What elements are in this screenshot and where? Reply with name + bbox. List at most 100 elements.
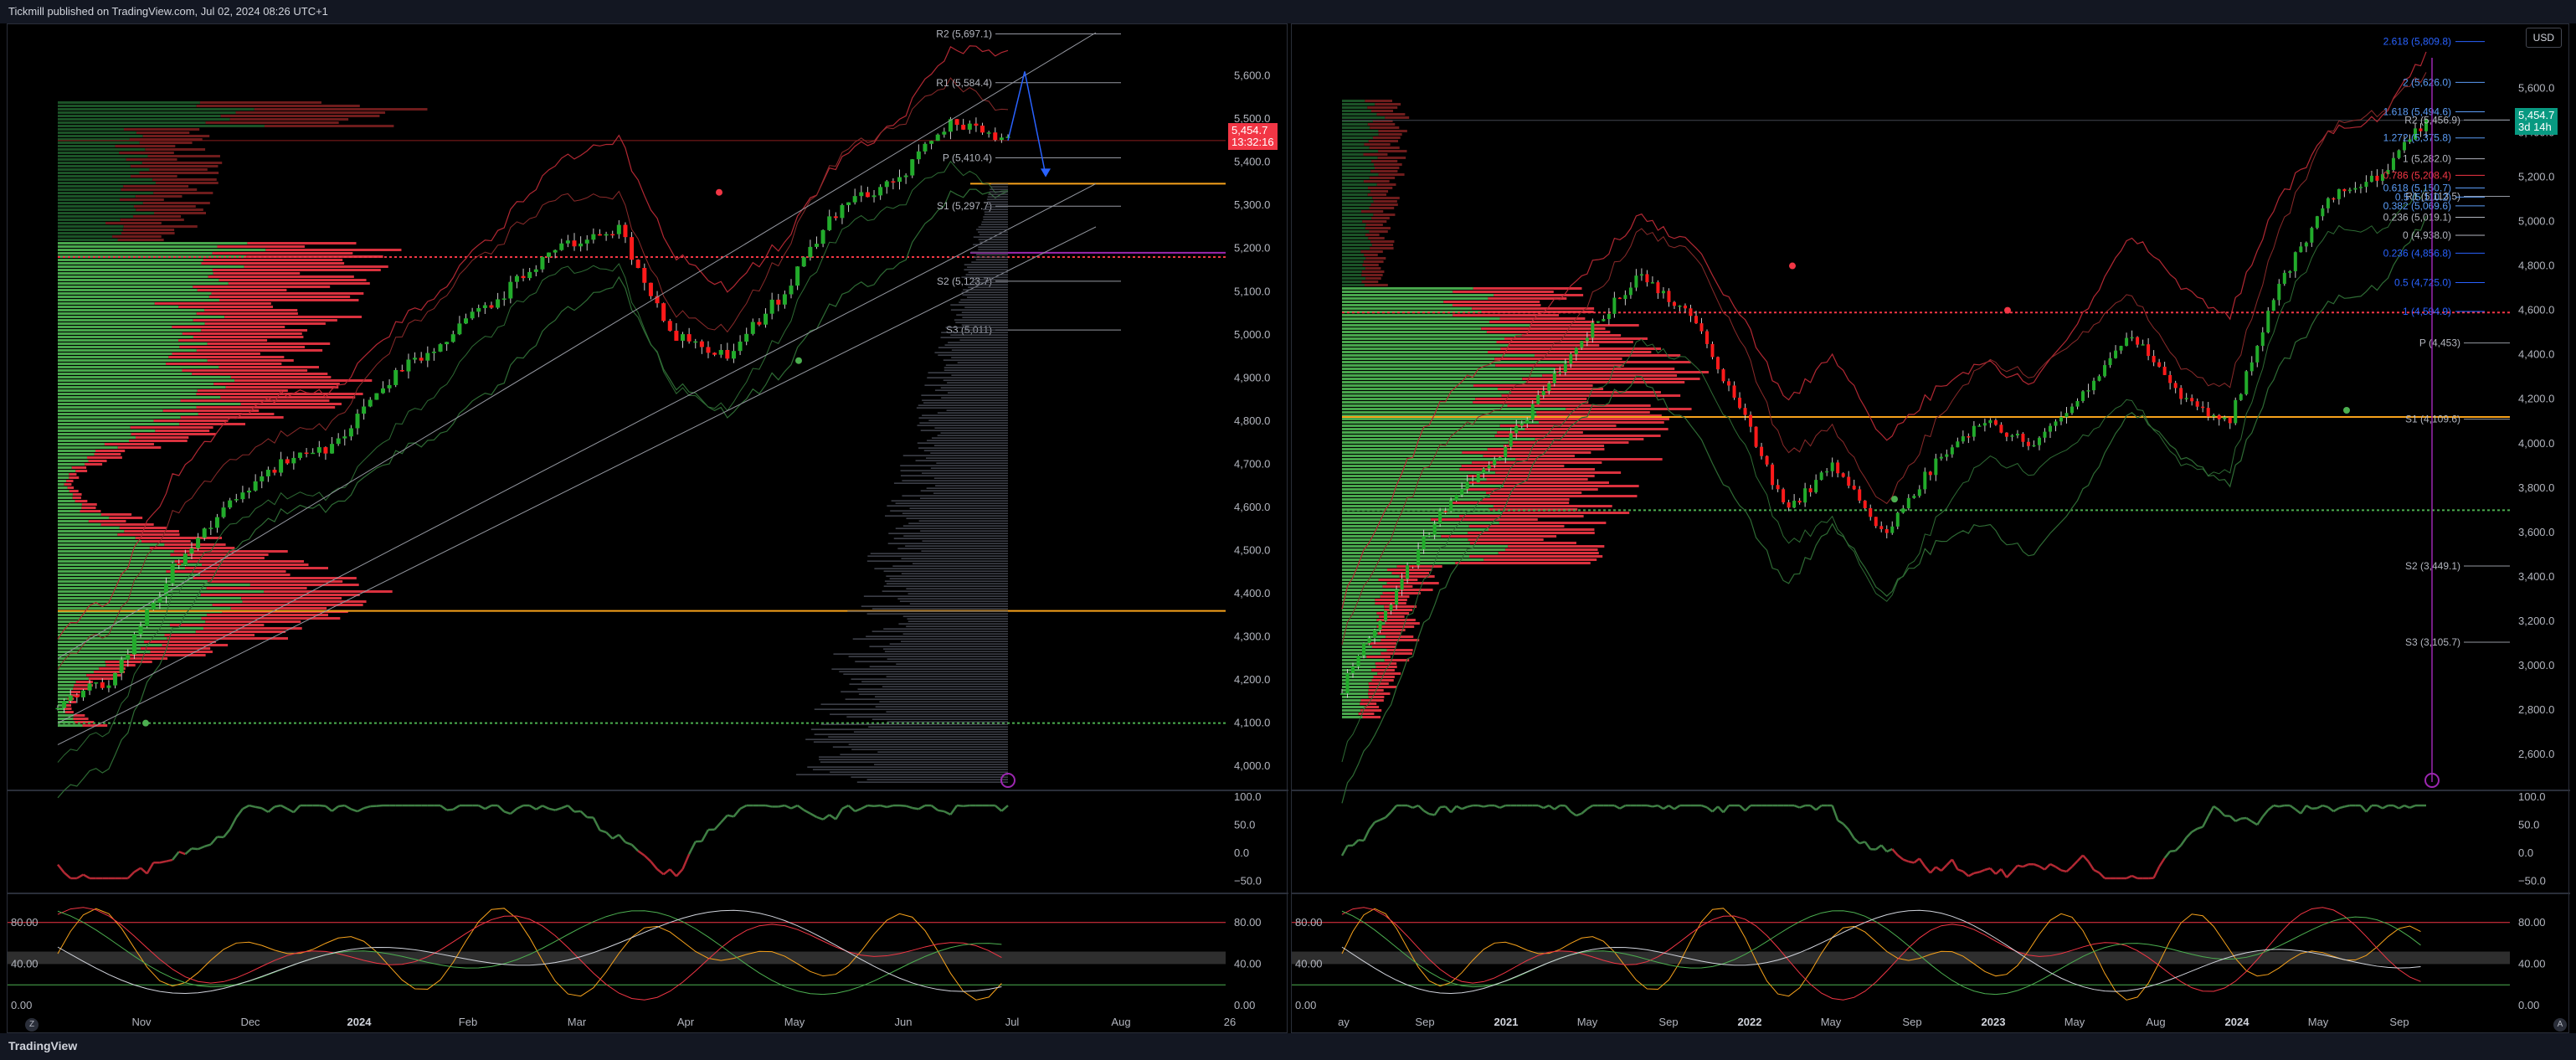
volume-by-time-bar	[938, 347, 1008, 348]
volume-by-time-bar	[892, 565, 1008, 567]
volume-profile-up	[58, 527, 120, 529]
volume-profile-up	[58, 292, 212, 295]
volume-profile-down	[1511, 391, 1661, 394]
volume-profile-down	[1376, 183, 1396, 186]
volume-profile-down	[197, 289, 287, 291]
candle-body	[1863, 500, 1867, 508]
volume-profile-down	[126, 654, 206, 656]
last-price-value: 5,454.7	[2518, 109, 2555, 121]
volume-by-time-bar	[973, 244, 1008, 245]
volume-profile-down	[162, 644, 229, 646]
volume-profile-up	[1342, 307, 1473, 310]
volume-profile-up	[1342, 207, 1370, 209]
currency-button[interactable]: USD	[2525, 28, 2562, 48]
volume-by-time-bar	[830, 771, 1008, 773]
price-axis-label: 2,600.0	[2518, 748, 2554, 760]
volume-profile-down	[153, 192, 213, 194]
volume-profile-down	[1381, 639, 1420, 641]
right-chart-pane[interactable]: R2 (5,456.9) R1 (5,113.5) P (4,453) S1 (4,1…	[1291, 23, 2570, 1034]
oscillator-line	[1352, 839, 1360, 846]
oscillator-line	[548, 807, 556, 811]
oscillator-line	[76, 873, 85, 880]
candle-body	[1427, 534, 1432, 537]
volume-profile-up	[58, 111, 236, 114]
oscillator-line	[592, 816, 601, 831]
oscillator-line	[2295, 808, 2302, 815]
volume-profile-up	[58, 175, 131, 178]
volume-profile-up	[58, 309, 205, 311]
oscillator-line	[178, 851, 186, 856]
candle-body	[183, 553, 188, 565]
candle-body	[2190, 398, 2194, 402]
time-axis-label: 2024	[347, 1016, 373, 1028]
oscillator-line	[1940, 864, 1948, 872]
volume-profile-up	[1342, 605, 1385, 608]
candle-body	[2386, 169, 2390, 175]
time-axis-label: Jul	[1005, 1016, 1020, 1028]
candle-body	[425, 352, 430, 361]
volume-profile-up	[1342, 411, 1537, 414]
volume-profile-down	[124, 128, 200, 131]
volume-profile-up	[58, 319, 193, 322]
stochastic-axis-right-label: 0.00	[1234, 999, 1255, 1011]
candle-body	[2054, 421, 2058, 426]
right-corner-button[interactable]: A	[2553, 1018, 2567, 1032]
volume-profile-down	[1376, 113, 1406, 116]
candle-body	[820, 229, 825, 244]
price-axis-label: 5,400.0	[1234, 156, 1270, 168]
volume-profile-up	[1342, 569, 1387, 571]
price-axis-label: 5,200.0	[2518, 170, 2554, 183]
volume-profile-down	[1391, 572, 1430, 574]
left-corner-button[interactable]: Z	[25, 1018, 39, 1032]
volume-profile-up	[58, 530, 125, 533]
volume-profile-down	[1385, 622, 1420, 625]
volume-profile-down	[1377, 672, 1401, 675]
volume-profile-down	[75, 500, 88, 502]
pivot-label: R1 (5,113.5)	[2405, 191, 2460, 203]
volume-profile-up	[1342, 535, 1442, 538]
left-chart-canvas[interactable]: R2 (5,697.1)R1 (5,584.4)P (5,410.4)S1 (5…	[8, 24, 1288, 1034]
volume-profile-up	[58, 533, 118, 536]
oscillator-axis-label: 50.0	[1234, 818, 1255, 831]
oscillator-line	[2344, 804, 2351, 808]
volume-profile-up	[58, 269, 213, 271]
candle-body	[2147, 344, 2151, 357]
oscillator-line	[1739, 805, 1746, 812]
oscillator-line	[2093, 868, 2100, 874]
volume-profile-down	[1539, 421, 1664, 424]
candle-body	[2004, 432, 2008, 437]
volume-profile-up	[58, 510, 80, 512]
volume-profile-up	[58, 188, 121, 191]
candle-body	[1460, 489, 1464, 495]
volume-profile-up	[1342, 709, 1361, 712]
candle-body	[1661, 291, 1665, 294]
volume-by-time-bar	[934, 352, 1008, 353]
oscillator-line	[630, 843, 640, 852]
volume-profile-up	[58, 550, 174, 553]
candle-body	[2032, 445, 2036, 447]
left-chart-pane[interactable]: R2 (5,697.1) R1 (5,584.4) P (5,410.4) S1 (5…	[7, 23, 1288, 1033]
volume-by-time-bar	[966, 296, 1008, 298]
volume-profile-up	[1342, 408, 1566, 410]
candle-body	[1514, 425, 1519, 434]
volume-profile-up	[58, 490, 69, 492]
volume-profile-up	[1342, 512, 1503, 514]
volume-by-time-bar	[900, 465, 1008, 466]
oscillator-line	[828, 814, 837, 821]
stochastic-line	[57, 910, 1002, 996]
candle-body	[1493, 459, 1497, 466]
volume-profile-up	[1342, 398, 1476, 400]
volume-by-time-bar	[926, 457, 1008, 459]
candle-body	[986, 132, 991, 134]
volume-by-time-bar	[979, 241, 1008, 243]
volume-profile-down	[1368, 642, 1396, 645]
volume-by-time-bar	[872, 630, 1008, 632]
volume-profile-up	[58, 630, 196, 633]
volume-profile-up	[1342, 130, 1379, 132]
volume-profile-up	[1342, 230, 1370, 233]
volume-profile-down	[1363, 180, 1390, 183]
volume-profile-up	[58, 724, 83, 727]
right-chart-canvas[interactable]: R2 (5,456.9)R1 (5,113.5)P (4,453)S1 (4,1…	[1292, 24, 2570, 1034]
volume-profile-down	[203, 259, 343, 261]
volume-profile-up	[58, 654, 127, 656]
